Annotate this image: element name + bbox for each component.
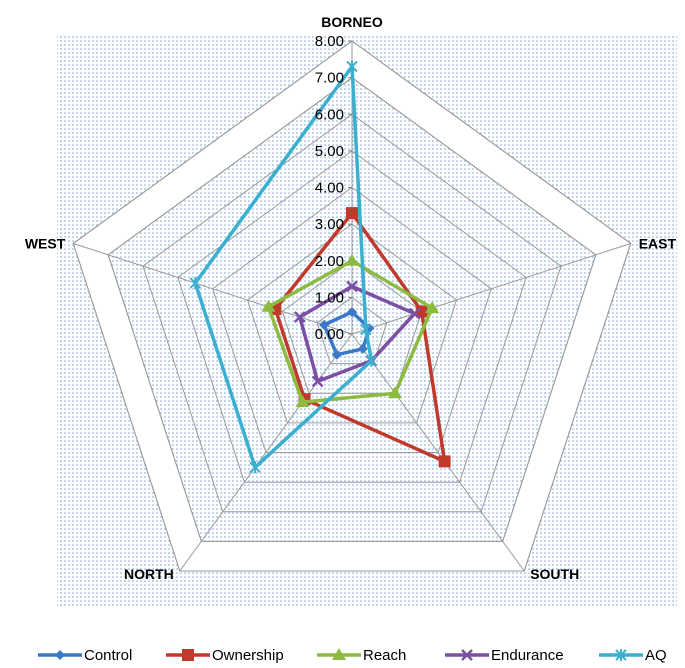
- axis-label-east: EAST: [639, 236, 677, 252]
- tick-label: 8.00: [315, 33, 344, 50]
- spoke-line: [351, 243, 631, 335]
- data-point-marker: [360, 323, 372, 336]
- data-point-marker: [311, 375, 324, 388]
- spoke-line: [179, 333, 353, 572]
- legend-item-control: Control: [38, 647, 132, 664]
- data-point-marker: [295, 395, 310, 408]
- data-point-marker: [347, 307, 357, 317]
- spoke-line: [351, 333, 525, 572]
- data-point-marker: [331, 349, 342, 360]
- tick-label: 7.00: [315, 70, 344, 87]
- grid-ring-line: [107, 76, 597, 542]
- data-point-marker: [182, 649, 194, 661]
- legend-item-ownership: Ownership: [166, 647, 284, 664]
- grid-ring-line: [142, 113, 562, 513]
- tick-label: 1.00: [315, 289, 344, 306]
- legend-item-reach: Reach: [317, 647, 406, 664]
- tick-label: 2.00: [315, 253, 344, 270]
- legend-label: Ownership: [212, 647, 284, 664]
- data-point-marker: [346, 60, 358, 73]
- tick-labels: 0.00 1.00 2.00 3.00 4.00 5.00 6.00 7.00 8.00: [315, 33, 344, 343]
- data-point-marker: [261, 299, 276, 312]
- series-aq: [189, 60, 378, 474]
- axis-label-west: WEST: [25, 236, 66, 252]
- spoke-line: [73, 243, 353, 335]
- data-point-marker: [345, 253, 359, 266]
- data-point-marker: [346, 207, 358, 220]
- legend: Control Ownership Reach Endurance AQ: [38, 647, 667, 664]
- data-point-marker: [346, 280, 358, 293]
- data-point-marker: [55, 650, 65, 660]
- grid-ring-line: [246, 223, 458, 424]
- tick-label: 0.00: [315, 326, 344, 343]
- grid-ring-line: [72, 40, 632, 572]
- series-line: [193, 64, 374, 470]
- legend-label: AQ: [645, 647, 667, 664]
- data-point-marker: [249, 461, 261, 474]
- data-point-marker: [388, 386, 403, 399]
- axis-label-borneo: BORNEO: [321, 14, 383, 30]
- series-line: [266, 259, 434, 404]
- grid-ring-line: [212, 186, 492, 453]
- series-layer: [189, 60, 451, 474]
- data-point-marker: [438, 455, 451, 468]
- data-point-marker: [293, 311, 306, 323]
- series-reach: [261, 253, 440, 408]
- tick-label: 4.00: [315, 180, 344, 197]
- data-point-marker: [319, 319, 330, 330]
- series-line: [298, 284, 417, 384]
- data-point-marker: [365, 354, 378, 367]
- axis-label-north: NORTH: [124, 566, 174, 582]
- legend-item-endurance: Endurance: [445, 647, 564, 664]
- data-point-marker: [408, 307, 421, 320]
- tick-label: 6.00: [315, 106, 344, 123]
- grid-ring-line: [281, 260, 423, 394]
- data-point-marker: [425, 301, 440, 313]
- data-point-marker: [615, 649, 627, 661]
- tick-label: 3.00: [315, 216, 344, 233]
- tick-label: 5.00: [315, 143, 344, 160]
- data-point-marker: [357, 343, 368, 354]
- axis-labels: BORNEO EAST SOUTH NORTH WEST: [25, 14, 677, 582]
- legend-label: Reach: [363, 647, 406, 664]
- grid-ring-line: [316, 296, 388, 365]
- legend-label: Endurance: [491, 647, 564, 664]
- data-point-marker: [332, 648, 346, 660]
- data-point-marker: [189, 277, 202, 290]
- data-point-marker: [461, 649, 473, 661]
- legend-item-aq: AQ: [599, 647, 667, 664]
- legend-label: Control: [84, 647, 132, 664]
- grid-ring-line: [177, 150, 527, 483]
- axis-label-south: SOUTH: [530, 566, 579, 582]
